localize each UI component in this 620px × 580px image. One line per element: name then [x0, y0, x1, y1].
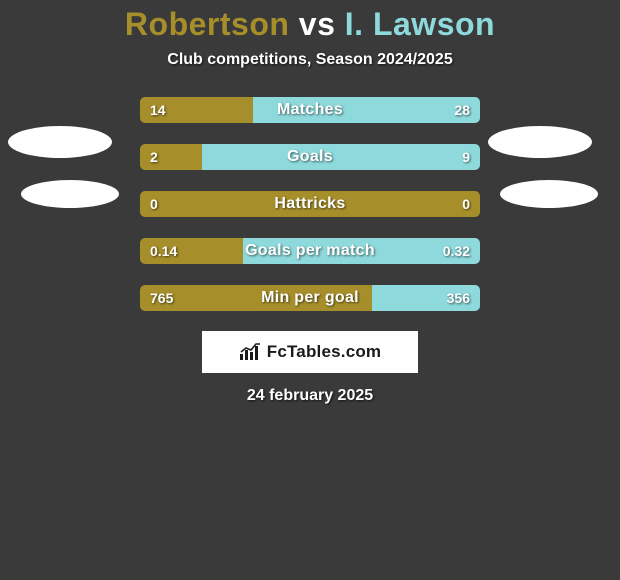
stat-bar: 0.14 0.32 Goals per match — [140, 238, 480, 264]
stat-bar-right-segment — [202, 144, 480, 170]
stat-value-right: 28 — [454, 102, 470, 118]
team-oval-2 — [21, 180, 119, 208]
brand-text: FcTables.com — [267, 342, 382, 362]
brand-box: FcTables.com — [202, 331, 418, 373]
stat-bar: 765 356 Min per goal — [140, 285, 480, 311]
stat-bar: 0 0 Hattricks — [140, 191, 480, 217]
bar-chart-icon — [239, 342, 263, 362]
stat-value-left: 0 — [150, 196, 158, 212]
player-a-name: Robertson — [125, 6, 290, 42]
stat-value-right: 0.32 — [443, 243, 470, 259]
stat-value-right: 9 — [462, 149, 470, 165]
player-b-name: I. Lawson — [345, 6, 495, 42]
stat-value-left: 2 — [150, 149, 158, 165]
vs-text: vs — [299, 6, 336, 42]
subtitle-text: Club competitions, Season 2024/2025 — [0, 51, 620, 69]
stat-value-right: 0 — [462, 196, 470, 212]
date-text: 24 february 2025 — [0, 387, 620, 405]
stat-label: Goals per match — [245, 242, 375, 260]
stat-value-left: 0.14 — [150, 243, 177, 259]
comparison-title: Robertson vs I. Lawson — [0, 6, 620, 43]
team-oval-3 — [500, 180, 598, 208]
stat-label: Goals — [287, 148, 333, 166]
stat-label: Min per goal — [261, 289, 359, 307]
stat-label: Matches — [277, 101, 343, 119]
stat-label: Hattricks — [274, 195, 345, 213]
stat-value-right: 356 — [447, 290, 470, 306]
stat-value-left: 765 — [150, 290, 173, 306]
team-oval-0 — [8, 126, 112, 158]
stat-value-left: 14 — [150, 102, 166, 118]
stat-bar: 2 9 Goals — [140, 144, 480, 170]
team-oval-1 — [488, 126, 592, 158]
stat-bar: 14 28 Matches — [140, 97, 480, 123]
